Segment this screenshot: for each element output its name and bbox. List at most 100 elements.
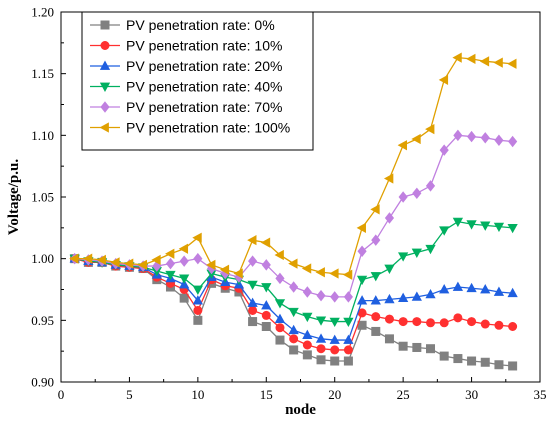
y-tick-label: 1.05: [31, 190, 54, 205]
data-point: [289, 345, 299, 355]
data-point: [343, 291, 353, 303]
data-point: [193, 305, 203, 315]
data-point: [343, 317, 354, 328]
data-point: [411, 133, 421, 145]
data-point: [178, 243, 189, 254]
data-point: [508, 321, 518, 331]
data-point: [82, 253, 93, 264]
data-point: [260, 237, 271, 248]
y-tick-label: 1.10: [31, 128, 54, 143]
data-point: [302, 350, 312, 360]
data-point: [370, 204, 380, 215]
data-point: [288, 324, 299, 335]
x-tick-label: 15: [260, 387, 273, 402]
data-point: [480, 357, 490, 367]
data-point: [137, 259, 147, 270]
x-tick-label: 5: [126, 387, 133, 402]
data-point: [411, 248, 422, 258]
data-point: [165, 248, 175, 259]
data-point: [247, 235, 257, 246]
series-3: [69, 217, 518, 328]
data-point: [261, 300, 272, 310]
legend-marker: [100, 20, 110, 30]
data-point: [179, 274, 190, 284]
data-point: [411, 291, 422, 301]
data-point: [453, 354, 463, 364]
plot-marks: [69, 52, 518, 371]
data-point: [370, 272, 381, 282]
axes: 0 5 10 15 20 25 30 35 0.90 0.95 1.00 1.05 1.10 1.15 1.…: [31, 5, 546, 403]
data-point: [398, 191, 408, 203]
data-point: [274, 249, 284, 261]
data-point: [425, 288, 436, 299]
data-point: [493, 286, 505, 296]
data-point: [412, 187, 422, 200]
data-point: [398, 252, 409, 262]
legend-item: PV penetration rate: 10%: [90, 38, 282, 54]
data-point: [248, 305, 258, 315]
data-point: [316, 355, 326, 365]
legend-box: [81, 11, 314, 151]
x-tick-label: 25: [397, 387, 410, 402]
data-point: [439, 318, 449, 328]
legend-marker: [99, 122, 109, 133]
data-point: [316, 289, 326, 302]
data-point: [412, 342, 422, 352]
data-point: [330, 356, 340, 366]
legend-item: PV penetration rate: 20%: [90, 58, 282, 74]
data-point: [426, 318, 436, 328]
data-point: [425, 180, 436, 192]
legend-item: PV penetration rate: 0%: [90, 17, 275, 33]
series-1: [70, 254, 518, 355]
legend-label: PV penetration rate: 100%: [126, 120, 290, 136]
data-point: [329, 317, 340, 328]
data-point: [96, 254, 106, 266]
data-point: [329, 268, 339, 279]
data-point: [398, 341, 408, 351]
y-tick-label: 1.00: [31, 251, 54, 266]
data-point: [301, 263, 312, 274]
data-point: [439, 351, 449, 361]
data-point: [330, 291, 340, 303]
data-point: [507, 287, 518, 298]
data-point: [288, 307, 299, 318]
x-axis-title: node: [285, 402, 316, 418]
data-point: [343, 345, 353, 355]
legend-marker: [99, 60, 111, 70]
x-tick-label: 30: [465, 387, 478, 402]
data-point: [480, 319, 490, 329]
data-point: [384, 293, 395, 304]
data-point: [274, 299, 286, 309]
legend: PV penetration rate: 0% PV penetration ra…: [81, 11, 314, 151]
y-tick-label: 1.15: [31, 66, 54, 81]
data-point: [330, 345, 340, 355]
data-point: [370, 295, 381, 305]
y-tick-label: 1.20: [31, 5, 54, 20]
data-point: [302, 329, 313, 340]
data-point: [507, 58, 517, 69]
data-point: [494, 134, 504, 146]
data-point: [480, 284, 491, 294]
data-point: [425, 124, 435, 135]
data-point: [289, 281, 299, 293]
legend-label: PV penetration rate: 70%: [126, 99, 282, 115]
data-point: [343, 356, 353, 366]
y-axis-title: Voltage/p.u.: [6, 159, 22, 235]
data-point: [453, 313, 463, 323]
series-5: [69, 52, 517, 280]
data-point: [384, 212, 395, 224]
data-point: [357, 245, 367, 257]
data-point: [371, 234, 381, 246]
data-point: [466, 220, 477, 230]
data-point: [275, 335, 285, 345]
data-point: [69, 253, 79, 264]
data-point: [493, 222, 505, 233]
x-tick-label: 35: [534, 387, 547, 402]
data-point: [453, 129, 463, 142]
data-point: [425, 244, 436, 255]
data-point: [384, 173, 394, 184]
legend-label: PV penetration rate: 40%: [126, 79, 282, 95]
data-point: [438, 74, 449, 85]
data-point: [316, 344, 326, 354]
data-point: [192, 295, 203, 305]
